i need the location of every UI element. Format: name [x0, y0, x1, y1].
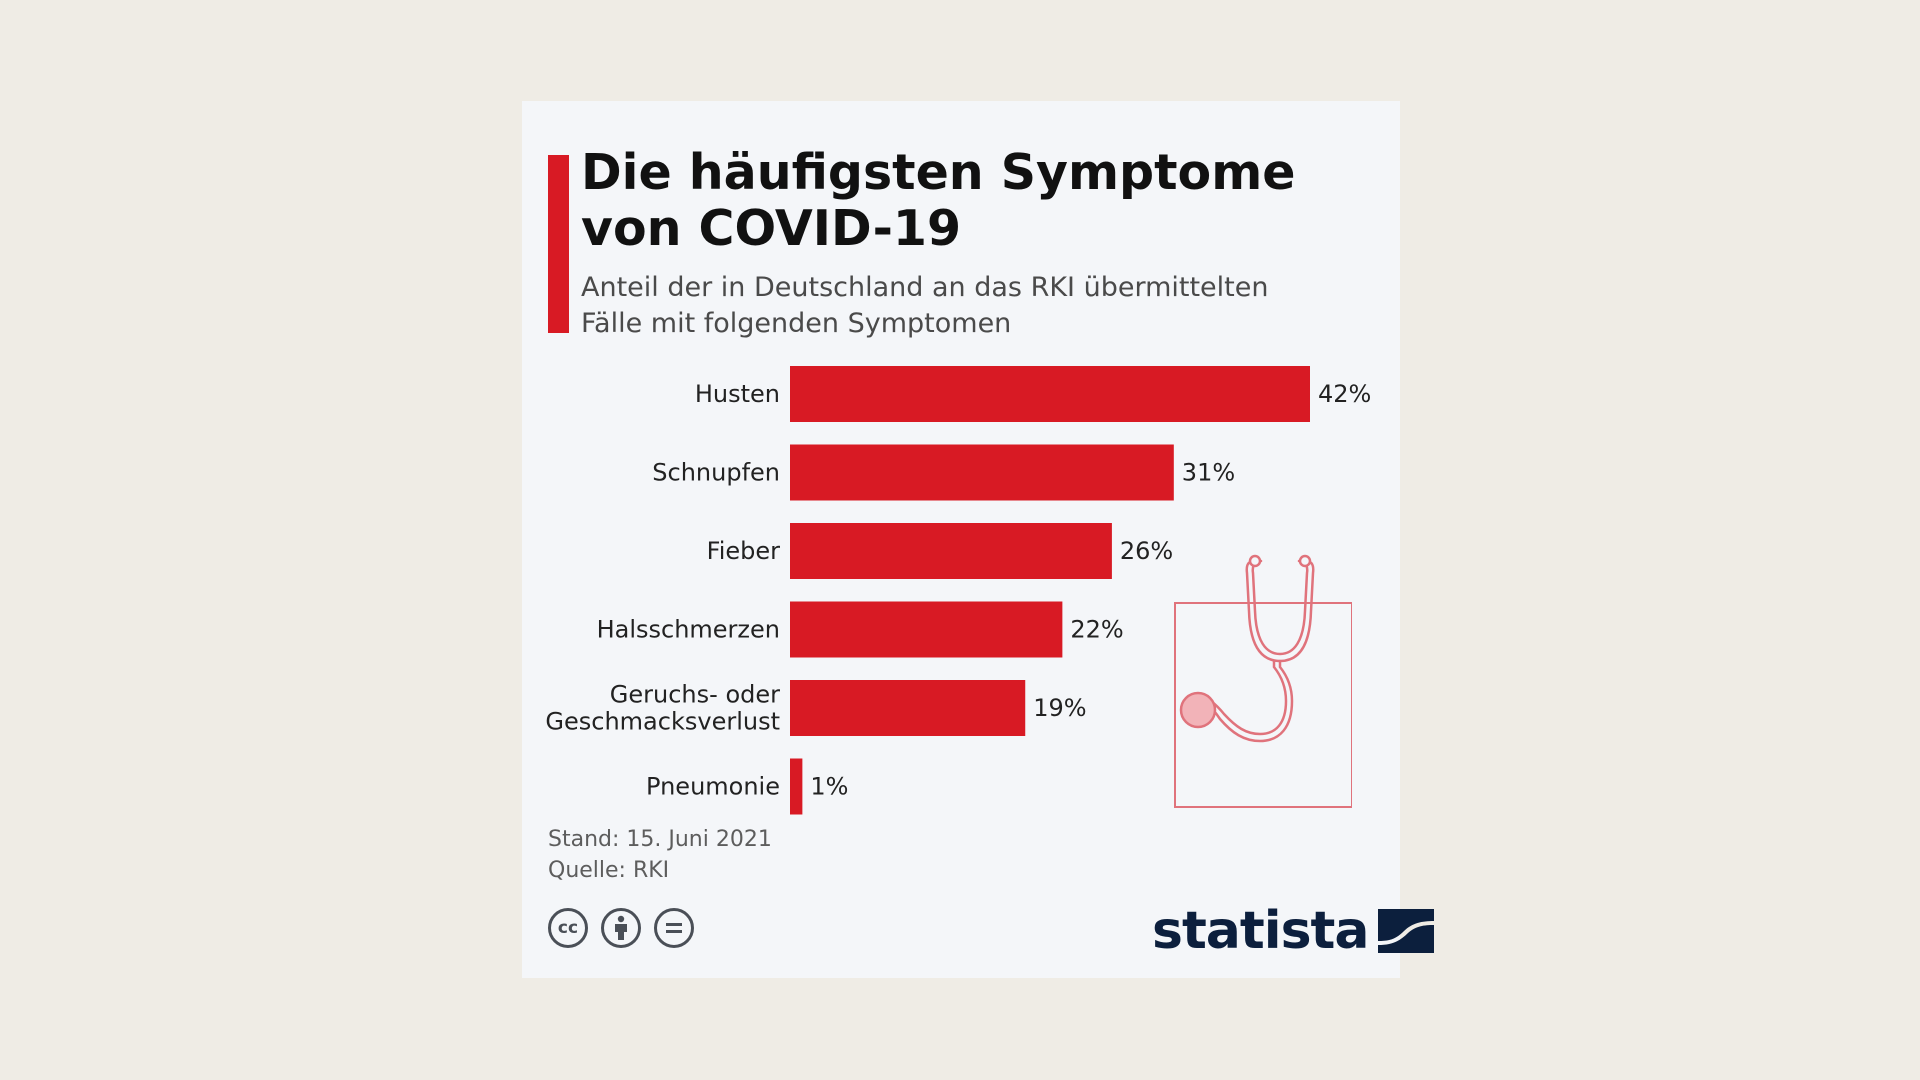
- value-label-5: 1%: [810, 773, 848, 801]
- logo-text: statista: [1152, 901, 1369, 961]
- chart-title: Die häufigsten Symptome von COVID-19: [581, 144, 1296, 257]
- bar-0: [790, 366, 1310, 422]
- category-label-1: Schnupfen: [652, 459, 780, 487]
- category-label-3: Halsschmerzen: [597, 616, 780, 644]
- chart-subtitle: Anteil der in Deutschland an das RKI übe…: [581, 272, 1269, 339]
- value-label-1: 31%: [1182, 459, 1235, 487]
- bar-5: [790, 758, 803, 815]
- value-label-3: 22%: [1070, 616, 1123, 644]
- cc-icon[interactable]: cc: [548, 908, 588, 948]
- footer-stand: Stand: 15. Juni 2021: [548, 827, 772, 852]
- value-label-0: 42%: [1318, 380, 1371, 408]
- by-attribution-icon[interactable]: [601, 908, 641, 948]
- no-derivatives-icon[interactable]: [654, 908, 694, 948]
- title-accent-bar: [548, 155, 569, 333]
- stethoscope-illustration-icon: [1174, 554, 1352, 808]
- bar-1: [790, 444, 1174, 501]
- value-label-2: 26%: [1120, 537, 1173, 565]
- footer-source: Quelle: RKI: [548, 858, 670, 883]
- bar-4: [790, 680, 1026, 736]
- statista-mark-icon: [1378, 909, 1435, 953]
- bar-chart: Husten 42% Schnupfen 31% Fieber 26% Halsschmer…: [545, 366, 1371, 815]
- bar-2: [790, 523, 1112, 579]
- bar-3: [790, 601, 1063, 658]
- statista-logo[interactable]: statista: [1152, 901, 1435, 961]
- infographic-card: Die häufigsten Symptome von COVID-19 Ant…: [522, 101, 1435, 978]
- value-label-4: 19%: [1033, 694, 1086, 722]
- category-label-5: Pneumonie: [646, 773, 780, 801]
- category-label-4: Geruchs- oder Geschmacksverlust: [545, 681, 780, 736]
- category-label-2: Fieber: [707, 537, 780, 565]
- category-label-0: Husten: [695, 380, 780, 408]
